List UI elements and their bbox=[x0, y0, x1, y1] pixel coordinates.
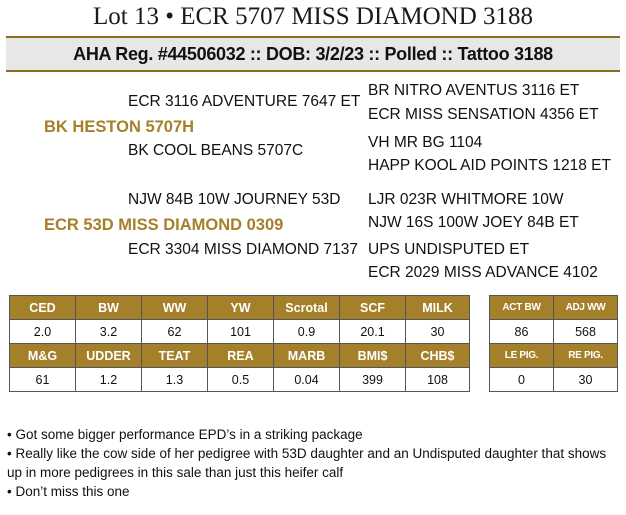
epd-value-teat: 1.3 bbox=[141, 367, 208, 392]
epd-value-bw: 3.2 bbox=[75, 319, 142, 344]
epd-value-udder: 1.2 bbox=[75, 367, 142, 392]
pedigree-sire-sire-sire: BR NITRO AVENTUS 3116 ET bbox=[368, 82, 580, 99]
epd-header-rea: REA bbox=[207, 343, 274, 368]
actual-header-act-bw: ACT BW bbox=[489, 295, 554, 320]
pedigree-dam-dam: ECR 3304 MISS DIAMOND 7137 bbox=[128, 241, 359, 258]
pedigree-sire-dam-sire: VH MR BG 1104 bbox=[368, 134, 483, 151]
epd-value-chb: 108 bbox=[405, 367, 470, 392]
epd-header-marb: MARB bbox=[273, 343, 340, 368]
lot-title: Lot 13 • ECR 5707 MISS DIAMOND 3188 bbox=[92, 3, 534, 30]
note-item: • Really like the cow side of her pedigr… bbox=[7, 446, 607, 480]
actual-header-re-pig: RE PIG. bbox=[553, 343, 618, 368]
actual-header-adj-ww: ADJ WW bbox=[553, 295, 618, 320]
epd-header-chb: CHB$ bbox=[405, 343, 470, 368]
pedigree-dam-dam-sire: UPS UNDISPUTED ET bbox=[368, 241, 530, 258]
epd-header-bw: BW bbox=[75, 295, 142, 320]
epd-value-marb: 0.04 bbox=[273, 367, 340, 392]
actual-value-adj-ww: 568 bbox=[553, 319, 618, 344]
note-item: • Don’t miss this one bbox=[7, 484, 130, 499]
pedigree-dam: ECR 53D MISS DIAMOND 0309 bbox=[44, 216, 284, 234]
note-item: • Got some bigger performance EPD’s in a… bbox=[7, 427, 363, 442]
epd-header-scrotal: Scrotal bbox=[273, 295, 340, 320]
actual-value-re-pig: 30 bbox=[553, 367, 618, 392]
epd-header-yw: YW bbox=[207, 295, 274, 320]
epd-value-scf: 20.1 bbox=[339, 319, 406, 344]
epd-value-mg: 61 bbox=[9, 367, 76, 392]
pedigree-dam-sire: NJW 84B 10W JOURNEY 53D bbox=[128, 191, 341, 208]
epd-header-ced: CED bbox=[9, 295, 76, 320]
pedigree-dam-sire-sire: LJR 023R WHITMORE 10W bbox=[368, 191, 564, 208]
epd-table: CED BW WW YW Scrotal SCF MILK 2.0 3.2 62… bbox=[9, 295, 470, 392]
epd-value-milk: 30 bbox=[405, 319, 470, 344]
epd-value-ww: 62 bbox=[141, 319, 208, 344]
epd-header-teat: TEAT bbox=[141, 343, 208, 368]
epd-header-row-2: M&G UDDER TEAT REA MARB BMI$ CHB$ bbox=[9, 343, 470, 368]
epd-header-udder: UDDER bbox=[75, 343, 142, 368]
epd-header-mg: M&G bbox=[9, 343, 76, 368]
actual-measures-table: ACT BW ADJ WW 86 568 LE PIG. RE PIG. 0 3… bbox=[489, 295, 618, 392]
epd-value-yw: 101 bbox=[207, 319, 274, 344]
epd-header-row-1: CED BW WW YW Scrotal SCF MILK bbox=[9, 295, 470, 320]
epd-value-rea: 0.5 bbox=[207, 367, 274, 392]
epd-header-scf: SCF bbox=[339, 295, 406, 320]
pedigree-sire-dam: BK COOL BEANS 5707C bbox=[128, 142, 304, 159]
actual-value-row-2: 0 30 bbox=[489, 367, 618, 392]
actual-header-row-2: LE PIG. RE PIG. bbox=[489, 343, 618, 368]
epd-value-row-2: 61 1.2 1.3 0.5 0.04 399 108 bbox=[9, 367, 470, 392]
registration-bar: AHA Reg. #44506032 :: DOB: 3/2/23 :: Pol… bbox=[6, 36, 620, 72]
epd-value-row-1: 2.0 3.2 62 101 0.9 20.1 30 bbox=[9, 319, 470, 344]
epd-header-ww: WW bbox=[141, 295, 208, 320]
pedigree-sire-sire-dam: ECR MISS SENSATION 4356 ET bbox=[368, 106, 599, 123]
actual-value-row-1: 86 568 bbox=[489, 319, 618, 344]
actual-header-le-pig: LE PIG. bbox=[489, 343, 554, 368]
pedigree-sire-dam-dam: HAPP KOOL AID POINTS 1218 ET bbox=[368, 157, 611, 174]
epd-value-ced: 2.0 bbox=[9, 319, 76, 344]
epd-value-bmi: 399 bbox=[339, 367, 406, 392]
pedigree-sire-sire: ECR 3116 ADVENTURE 7647 ET bbox=[128, 93, 361, 110]
epd-header-bmi: BMI$ bbox=[339, 343, 406, 368]
actual-value-le-pig: 0 bbox=[489, 367, 554, 392]
actual-value-act-bw: 86 bbox=[489, 319, 554, 344]
pedigree-sire: BK HESTON 5707H bbox=[44, 118, 195, 136]
actual-header-row-1: ACT BW ADJ WW bbox=[489, 295, 618, 320]
notes-section: • Got some bigger performance EPD’s in a… bbox=[7, 425, 621, 501]
pedigree-dam-dam-dam: ECR 2029 MISS ADVANCE 4102 bbox=[368, 264, 598, 281]
epd-value-scrotal: 0.9 bbox=[273, 319, 340, 344]
epd-header-milk: MILK bbox=[405, 295, 470, 320]
pedigree-dam-sire-dam: NJW 16S 100W JOEY 84B ET bbox=[368, 214, 579, 231]
